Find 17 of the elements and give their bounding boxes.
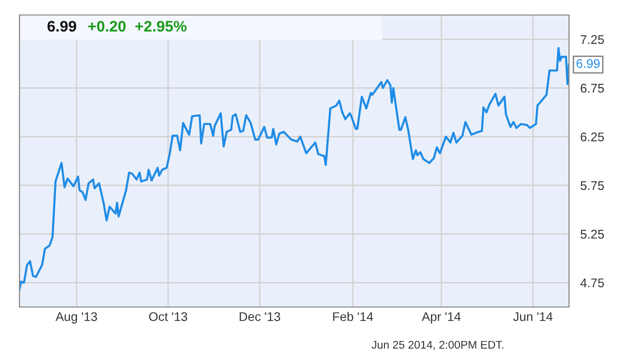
x-tick-label: Jun '14 xyxy=(513,312,553,322)
y-tick-label: 5.25 xyxy=(580,230,604,239)
text: Jun 25 2014, 2:00PM EDT. xyxy=(372,340,504,350)
chart-title: 6.99 xyxy=(48,20,76,32)
line-series xyxy=(20,47,569,291)
x-tick-label: Oct '13 xyxy=(149,312,188,322)
y-tick-label: 6.25 xyxy=(580,132,604,142)
x-tick-label: Dec '13 xyxy=(240,312,280,322)
x-tick-label: Aug '13 xyxy=(56,312,98,324)
y-tick-label: 5.75 xyxy=(580,181,604,190)
annotation: 6.99 xyxy=(576,59,600,68)
y-tick-label: 7.25 xyxy=(580,35,604,44)
y-tick-label: 6.75 xyxy=(580,84,604,93)
chart-subtitle: +0.20 +2.95% xyxy=(88,20,187,32)
x-tick-label: Apr '14 xyxy=(422,312,461,324)
x-tick-label: Feb '14 xyxy=(333,312,374,322)
y-tick-label: 4.75 xyxy=(580,278,604,288)
